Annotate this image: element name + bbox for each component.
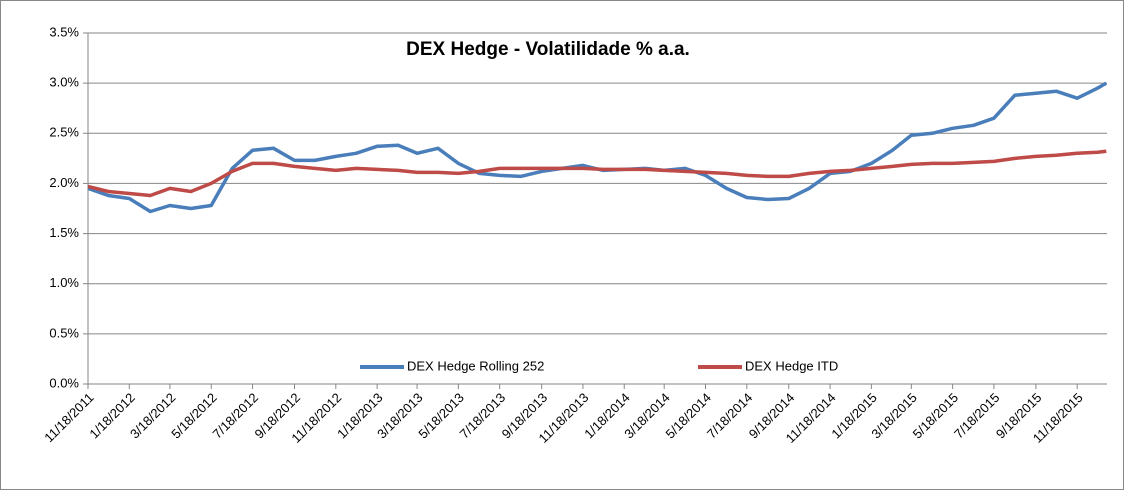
y-tick-label: 3.0% xyxy=(49,75,79,90)
y-tick-label: 0.0% xyxy=(49,375,79,390)
legend-label: DEX Hedge Rolling 252 xyxy=(407,358,544,373)
y-tick-label: 2.0% xyxy=(49,175,79,190)
y-tick-label: 1.0% xyxy=(49,275,79,290)
y-tick-label: 3.5% xyxy=(49,24,79,39)
legend-label: DEX Hedge ITD xyxy=(745,358,838,373)
y-tick-label: 0.5% xyxy=(49,325,79,340)
chart-title: DEX Hedge - Volatilidade % a.a. xyxy=(406,39,690,60)
y-tick-label: 1.5% xyxy=(49,225,79,240)
series-line xyxy=(87,149,1107,198)
y-tick-label: 2.5% xyxy=(49,125,79,140)
